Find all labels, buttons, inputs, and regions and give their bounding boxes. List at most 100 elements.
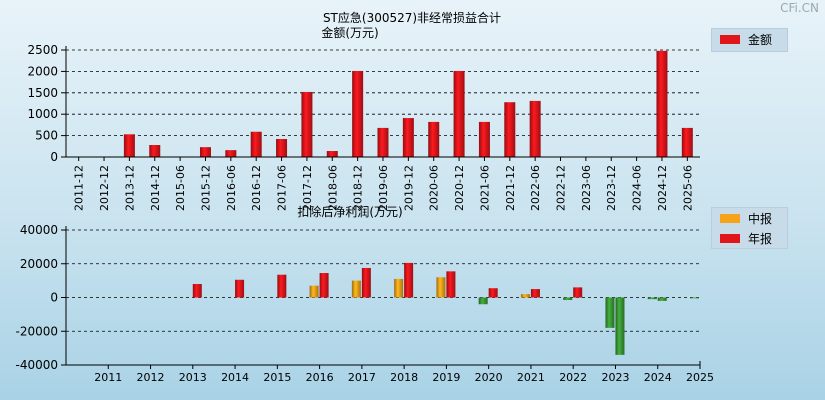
legend-label-annual: 年报	[748, 231, 773, 246]
chart1-xtick-label: 2017-12	[301, 165, 314, 211]
chart1-bar	[377, 127, 389, 157]
chart2-bar-interim	[605, 297, 615, 328]
chart2-bar-annual	[530, 289, 540, 298]
chart1-xtick-label: 2018-06	[326, 165, 339, 211]
chart1-bar	[149, 145, 161, 157]
chart2-xtick-label: 2016	[306, 371, 334, 384]
chart1-xtick-label: 2014-12	[149, 165, 162, 211]
legend-swatch-annual	[720, 233, 740, 243]
chart2-ytick-label: 20000	[20, 257, 58, 271]
chart2-xtick-label: 2025	[686, 371, 714, 384]
chart1-ytick-label: 1500	[27, 86, 58, 100]
chart2-bar-annual	[446, 271, 456, 298]
chart2-bar-annual	[277, 274, 287, 298]
chart1-bar	[301, 91, 313, 157]
chart1-xtick-label: 2022-12	[555, 165, 568, 211]
chart1-bar	[402, 118, 414, 157]
chart1-bar	[478, 121, 490, 157]
chart1-xtick-label: 2023-12	[605, 165, 618, 211]
chart1-xtick-label: 2015-12	[199, 165, 212, 211]
chart1-xtick-label: 2024-06	[631, 165, 644, 211]
chart1-ytick-label: 2000	[27, 64, 58, 78]
chart2-bar-annual	[319, 273, 329, 298]
chart2-bar-interim	[690, 297, 699, 299]
chart2-bar-annual	[361, 267, 371, 298]
chart2-ytick-label: 40000	[20, 223, 58, 237]
chart1-ylabel: 金额(万元)	[321, 25, 378, 40]
chart2-ytick-label: -20000	[15, 324, 58, 338]
chart2-bar-interim	[394, 278, 404, 298]
chart1-xtick-label: 2013-12	[123, 165, 136, 211]
chart2-xtick-label: 2024	[644, 371, 672, 384]
chart2-bar-annual	[192, 284, 202, 298]
chart2-bar-annual	[235, 279, 245, 298]
chart1-bar	[225, 150, 237, 157]
chart2-xtick-label: 2022	[559, 371, 587, 384]
chart2-xtick-label: 2023	[601, 371, 629, 384]
legend-item-interim: 中报	[712, 208, 787, 228]
legend-item-annual: 年报	[712, 228, 787, 248]
chart1-bar	[326, 151, 338, 157]
chart1-ytick-label: 2500	[27, 43, 58, 57]
chart1-xtick-label: 2020-12	[453, 165, 466, 211]
chart2-xtick-label: 2019	[432, 371, 460, 384]
chart2-bar-annual	[488, 288, 498, 298]
chart1-xtick-label: 2018-12	[352, 165, 365, 211]
chart2-title: 扣除后净利润(万元)	[297, 204, 402, 219]
chart1-bar	[656, 50, 668, 157]
chart1-bar	[428, 121, 440, 157]
chart2-ytick-label: 0	[50, 291, 58, 305]
watermark: CFi.CN	[780, 1, 819, 15]
chart1-xtick-label: 2022-06	[529, 165, 542, 211]
chart1-xtick-label: 2025-06	[681, 165, 694, 211]
chart2-xtick-label: 2013	[179, 371, 207, 384]
chart1-xtick-label: 2016-12	[250, 165, 263, 211]
chart2-bar-interim	[478, 297, 488, 305]
legend-label-amount: 金额	[748, 32, 773, 47]
chart2-bar-interim	[309, 285, 319, 298]
chart2-bar-annual	[615, 297, 625, 355]
chart1-xtick-label: 2017-06	[276, 165, 289, 211]
chart2-bar-interim	[563, 297, 573, 301]
chart1-ytick-label: 500	[35, 129, 58, 143]
legend-swatch-interim	[720, 213, 740, 223]
chart2-xtick-label: 2014	[221, 371, 249, 384]
chart1-bar	[529, 100, 541, 157]
chart1-bar	[352, 70, 364, 157]
chart1-xtick-label: 2019-12	[402, 165, 415, 211]
chart1-xtick-label: 2012-12	[98, 165, 111, 211]
chart1-xtick-label: 2011-12	[73, 165, 86, 211]
chart2-bar-interim	[647, 297, 657, 300]
chart1-bar	[250, 131, 262, 157]
chart2-xtick-label: 2015	[263, 371, 291, 384]
legend-top: 金额	[711, 28, 788, 52]
legend-item-amount: 金额	[712, 29, 787, 49]
legend-label-interim: 中报	[748, 211, 773, 226]
chart1-bar	[276, 139, 288, 157]
chart2-xtick-label: 2020	[475, 371, 503, 384]
chart2-bar-annual	[404, 262, 414, 298]
legend-bottom: 中报 年报	[711, 207, 788, 249]
chart1-title: ST应急(300527)非经常损益合计	[323, 10, 501, 25]
chart2-bar-interim	[520, 294, 530, 298]
chart2-xtick-label: 2021	[517, 371, 545, 384]
chart1-ytick-label: 1000	[27, 107, 58, 121]
chart2-bar-annual	[657, 297, 667, 301]
chart1-xtick-label: 2021-12	[504, 165, 517, 211]
legend-swatch-amount	[720, 34, 740, 44]
chart2-bar-interim	[351, 280, 361, 298]
chart1-xtick-label: 2016-06	[225, 165, 238, 211]
chart1-bar	[681, 127, 693, 157]
chart2-xtick-label: 2011	[94, 371, 122, 384]
chart2-xtick-label: 2017	[348, 371, 376, 384]
chart1-ytick-label: 0	[50, 150, 58, 164]
chart1-xtick-label: 2015-06	[174, 165, 187, 211]
chart2-xtick-label: 2018	[390, 371, 418, 384]
chart1-bar	[453, 70, 465, 157]
chart1-xtick-label: 2019-06	[377, 165, 390, 211]
chart2-bar-interim	[436, 277, 446, 298]
chart2-ytick-label: -40000	[15, 358, 58, 372]
chart1-xtick-label: 2023-06	[580, 165, 593, 211]
